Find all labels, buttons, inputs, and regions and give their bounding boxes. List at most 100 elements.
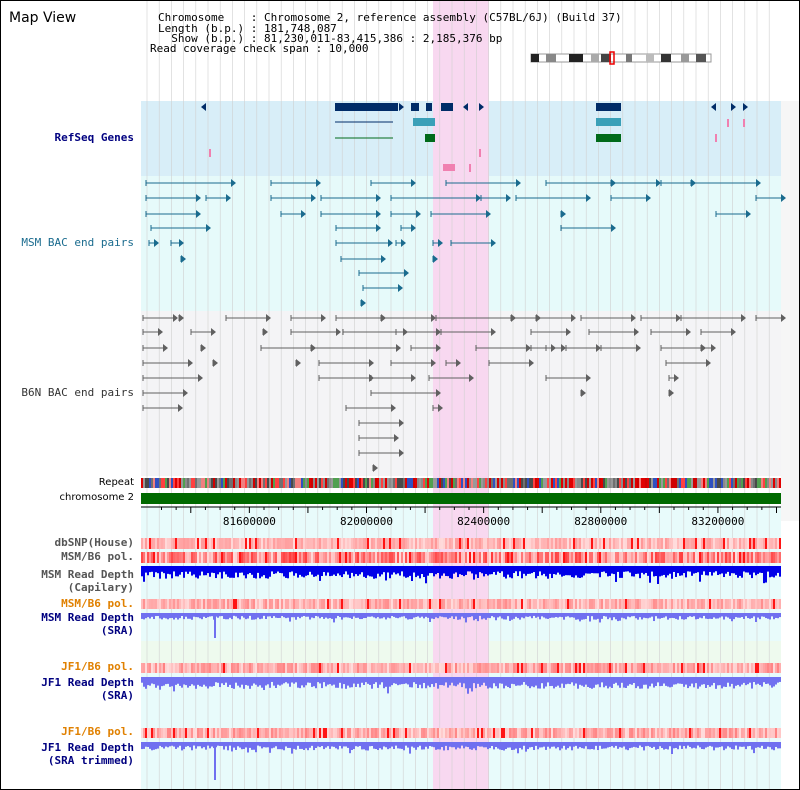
msm-depth-sra-bar	[533, 613, 535, 616]
msm-b6-pol-heat	[629, 552, 631, 563]
repeat-segment	[173, 478, 175, 488]
dbsnp-heat	[579, 538, 581, 549]
msm-depth-sra-bar	[763, 613, 765, 617]
msm-read-depth-sra-label[interactable]: MSM Read Depth	[41, 611, 134, 624]
msm-depth-sra-bar	[293, 613, 295, 618]
jf1-b6-pol-heat	[643, 663, 645, 673]
dbsnp-heat	[249, 538, 251, 549]
msm-b6-pol-heat	[465, 552, 467, 563]
jf1-b6-pol-trimmed-label[interactable]: JF1/B6 pol.	[61, 725, 134, 738]
repeat-segment	[501, 478, 503, 488]
dbsnp-heat	[435, 538, 437, 549]
jf1-b6-pol-trimmed-heat	[175, 728, 177, 738]
dbsnp-heat	[393, 538, 395, 549]
jf1-b6-pol-trimmed-heat	[509, 728, 511, 738]
msm-depth-capilary-bar	[675, 566, 677, 577]
repeat-segment	[313, 478, 315, 488]
msm-b6-pol-sra-heat	[307, 599, 309, 609]
msm-b6-pol-label[interactable]: MSM/B6 pol.	[61, 550, 134, 563]
jf1-depth-sra-bar	[369, 677, 371, 685]
msm-b6-pol-sra-heat	[549, 599, 551, 609]
msm-b6-pol-sra-heat	[221, 599, 223, 609]
msm-bac-pair	[411, 179, 416, 187]
repeat-segment	[397, 478, 399, 488]
dbsnp-heat	[203, 538, 205, 549]
msm-depth-sra-bar	[397, 613, 399, 619]
jf1-depth-trimmed-bar	[713, 742, 715, 751]
msm-depth-capilary-bar	[501, 566, 503, 572]
jf1-b6-pol-heat	[439, 663, 441, 673]
msm-b6-pol-sra-heat	[449, 599, 451, 609]
jf1-depth-trimmed-bar	[723, 742, 725, 751]
msm-depth-sra-bar	[601, 613, 603, 619]
jf1-b6-pol-heat	[445, 663, 447, 673]
msm-bac-pair	[516, 179, 521, 187]
msm-b6-pol-sra-heat	[629, 599, 631, 609]
msm-b6-pol-sra-heat	[531, 599, 533, 609]
jf1-b6-pol-heat	[751, 663, 753, 673]
jf1-depth-trimmed-bar	[633, 742, 635, 747]
jf1-b6-pol-trimmed-heat	[437, 728, 439, 738]
jf1-depth-sra-bar	[563, 677, 565, 688]
msm-depth-sra-bar	[465, 613, 467, 623]
jf1-b6-pol-heat	[153, 663, 155, 673]
dbsnp-heat	[693, 538, 695, 549]
jf1-depth-sra-bar	[405, 677, 407, 684]
repeat-segment	[207, 478, 209, 488]
b6n-bac-label[interactable]: B6N BAC end pairs	[21, 386, 134, 399]
jf1-depth-trimmed-bar	[547, 742, 549, 747]
b6n-bac-pair	[179, 314, 184, 322]
jf1-depth-sra-bar	[363, 677, 365, 685]
msm-depth-capilary-bar	[243, 566, 245, 576]
jf1-read-depth-trimmed-label[interactable]: JF1 Read Depth	[41, 741, 134, 754]
gene	[479, 149, 481, 157]
msm-b6-pol-heat	[251, 552, 253, 563]
msm-b6-pol-sra-heat	[649, 599, 651, 609]
jf1-b6-pol-heat	[373, 663, 375, 673]
msm-depth-sra-bar	[733, 613, 735, 620]
jf1-depth-sra-bar	[247, 677, 249, 686]
jf1-b6-pol-heat	[213, 663, 215, 673]
msm-b6-pol-sra-heat	[571, 599, 573, 609]
b6n-bac-pair	[706, 359, 711, 367]
dbsnp-heat	[471, 538, 473, 549]
msm-depth-capilary-bar	[665, 566, 667, 578]
jf1-b6-pol-label[interactable]: JF1/B6 pol.	[61, 660, 134, 673]
msm-b6-pol-sra-label[interactable]: MSM/B6 pol.	[61, 597, 134, 610]
repeat-segment	[401, 478, 403, 488]
msm-depth-sra-bar	[219, 613, 221, 617]
repeat-segment	[255, 478, 257, 488]
msm-b6-pol-heat	[345, 552, 347, 563]
jf1-depth-sra-bar	[697, 677, 699, 689]
msm-depth-sra-bar	[449, 613, 451, 618]
jf1-depth-sra-bar	[707, 677, 709, 686]
dbsnp-heat	[253, 538, 255, 549]
msm-depth-sra-bar	[411, 613, 413, 620]
jf1-depth-sra-bar	[549, 677, 551, 687]
dbsnp-heat	[423, 538, 425, 549]
msm-b6-pol-heat	[445, 552, 447, 563]
jf1-b6-pol-trimmed-heat	[511, 728, 513, 738]
jf1-b6-pol-heat	[479, 663, 481, 673]
jf1-read-depth-sra-label[interactable]: JF1 Read Depth	[41, 676, 134, 689]
msm-b6-pol-sra-heat	[491, 599, 493, 609]
msm-b6-pol-heat	[223, 552, 225, 563]
dbsnp-label[interactable]: dbSNP(House)	[54, 536, 134, 549]
msm-depth-capilary-bar	[315, 566, 317, 577]
msm-read-depth-capilary-label[interactable]: MSM Read Depth	[41, 568, 134, 581]
dbsnp-heat	[289, 538, 291, 549]
msm-depth-sra-bar	[525, 613, 527, 617]
msm-b6-pol-sra-heat	[455, 599, 457, 609]
jf1-depth-sra-bar	[655, 677, 657, 686]
jf1-depth-trimmed-bar	[371, 742, 373, 747]
dbsnp-heat	[713, 538, 715, 549]
msm-depth-capilary-bar	[557, 566, 559, 573]
dbsnp-heat	[175, 538, 177, 549]
jf1-b6-pol-heat	[403, 663, 405, 673]
msm-b6-pol-sra-heat	[203, 599, 205, 609]
jf1-depth-trimmed-bar	[199, 742, 201, 747]
msm-bac-label[interactable]: MSM BAC end pairs	[21, 236, 134, 249]
jf1-depth-trimmed-bar	[565, 742, 567, 750]
refseq-genes-label[interactable]: RefSeq Genes	[54, 131, 134, 144]
dbsnp-heat	[611, 538, 613, 549]
